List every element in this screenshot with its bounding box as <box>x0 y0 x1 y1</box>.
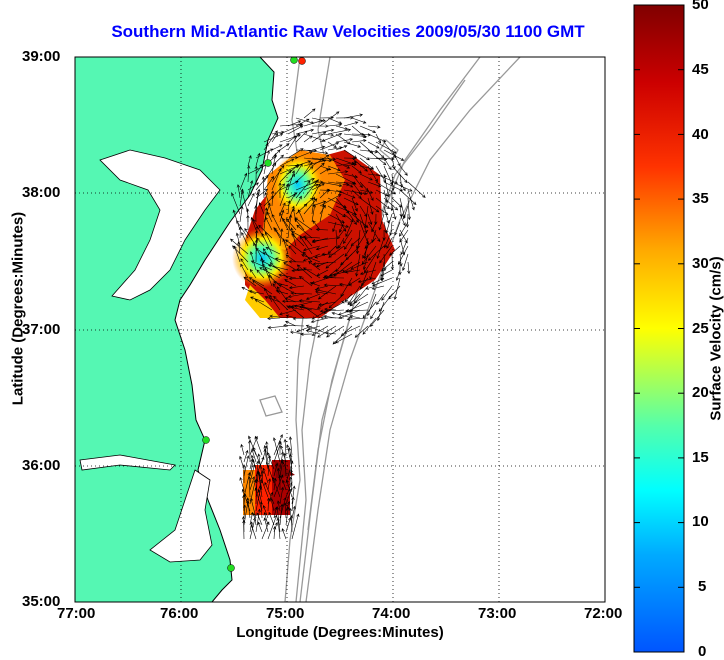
y-tick-label: 37:00 <box>22 321 60 338</box>
station-marker <box>265 160 272 167</box>
y-tick-label: 38:00 <box>22 184 60 201</box>
colorbar <box>634 5 684 652</box>
x-tick-label: 73:00 <box>478 605 516 622</box>
y-tick-label: 35:00 <box>22 593 60 610</box>
colorbar-tick-label: 30 <box>692 255 709 272</box>
y-tick-label: 39:00 <box>22 48 60 65</box>
station-marker <box>291 57 298 64</box>
colorbar-tick-label: 40 <box>692 126 709 143</box>
x-axis-label: Longitude (Degrees:Minutes) <box>75 624 605 641</box>
colorbar-tick-label: 10 <box>692 513 709 530</box>
x-tick-label: 77:00 <box>57 605 95 622</box>
x-tick-label: 75:00 <box>266 605 304 622</box>
station-marker <box>203 437 210 444</box>
station-marker <box>228 565 235 572</box>
y-axis-label: Latitude (Degrees:Minutes) <box>10 149 27 469</box>
colorbar-label: Surface Velocity (cm/s) <box>708 189 724 489</box>
colorbar-tick-label: 25 <box>692 320 709 337</box>
x-tick-label: 76:00 <box>160 605 198 622</box>
y-tick-label: 36:00 <box>22 457 60 474</box>
colorbar-tick-label: 5 <box>698 578 706 595</box>
colorbar-tick-label: 0 <box>698 643 706 660</box>
colorbar-tick-label: 50 <box>692 0 709 13</box>
x-tick-label: 72:00 <box>584 605 622 622</box>
colorbar-tick-label: 15 <box>692 449 709 466</box>
x-tick-label: 74:00 <box>372 605 410 622</box>
colorbar-tick-label: 35 <box>692 190 709 207</box>
colorbar-tick-label: 20 <box>692 384 709 401</box>
station-marker <box>299 58 306 65</box>
colorbar-tick-label: 45 <box>692 61 709 78</box>
